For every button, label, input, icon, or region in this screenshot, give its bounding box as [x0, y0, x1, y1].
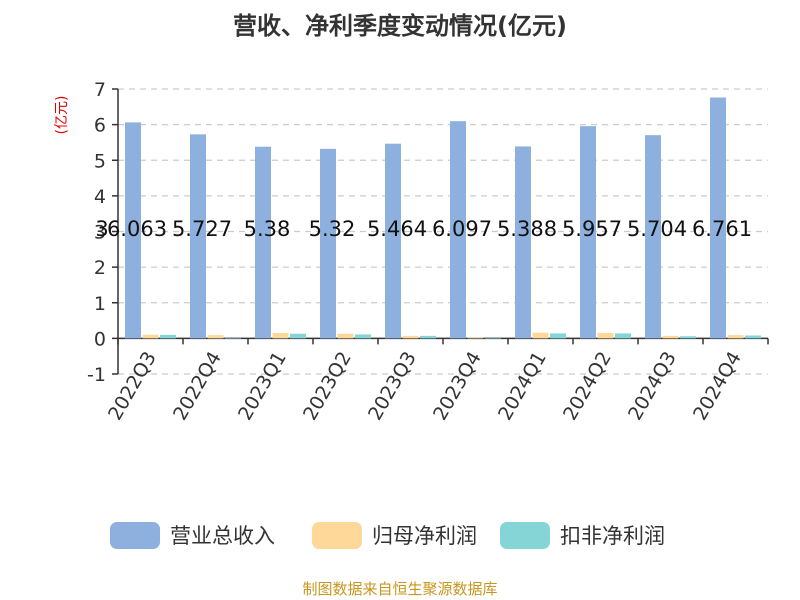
bar-1[interactable] [645, 135, 661, 339]
revenue-data-label: 5.32 [309, 217, 356, 241]
data-labels: 6.063 5.727 5.38 5.32 5.464 6.097 5.388 5.957 5.… [95, 217, 752, 241]
y-tick-label: 6 [94, 115, 106, 137]
bar-3[interactable] [745, 335, 761, 339]
x-tick-label: 2023Q1 [234, 348, 291, 424]
y-tick-label: 0 [94, 328, 106, 350]
revenue-data-label: 6.761 [692, 217, 752, 241]
y-tick-label: 4 [94, 186, 106, 208]
bar-3[interactable] [680, 336, 696, 339]
y-tick-label: 2 [94, 257, 106, 279]
bar-1[interactable] [580, 126, 596, 339]
y-tick-label: 7 [94, 79, 106, 101]
y-tick-label: -1 [87, 364, 106, 386]
bar-3[interactable] [550, 333, 566, 339]
bar-2[interactable] [532, 332, 549, 339]
x-tick-label: 2022Q4 [169, 348, 226, 424]
bar-3[interactable] [225, 338, 241, 339]
bar-3[interactable] [160, 334, 176, 339]
bar-3[interactable] [485, 338, 501, 339]
y-tick-label: 1 [94, 293, 106, 315]
legend-item-1[interactable]: 营业总收入 [110, 522, 275, 549]
bar-2[interactable] [727, 335, 744, 339]
x-tick-label: 2023Q4 [429, 348, 486, 424]
y-tick-label: 5 [94, 150, 106, 172]
y-tick-label: 3 [94, 222, 106, 244]
x-tick-label: 2024Q2 [559, 348, 616, 424]
legend-item-2[interactable]: 归母净利润 [312, 522, 477, 549]
legend-swatch [110, 522, 160, 549]
x-tick-label: 2024Q4 [689, 348, 746, 424]
chart-title: 营收、净利季度变动情况(亿元) [233, 12, 567, 40]
extra-data-label: 3 [95, 217, 108, 241]
bar-2[interactable] [597, 333, 614, 339]
x-tick-label: 2022Q3 [104, 348, 161, 424]
legend-label: 营业总收入 [170, 524, 275, 548]
bar-1[interactable] [320, 148, 336, 339]
revenue-data-label: 5.464 [367, 217, 427, 241]
legend-label: 扣非净利润 [560, 524, 665, 548]
bar-2[interactable] [337, 333, 354, 339]
bar-3[interactable] [615, 333, 631, 339]
bar-3[interactable] [355, 334, 371, 339]
x-tick-label: 2023Q3 [364, 348, 421, 424]
revenue-data-label: 5.957 [562, 217, 622, 241]
x-tick-label: 2023Q2 [299, 348, 356, 424]
legend[interactable]: 营业总收入 归母净利润 扣非净利润 [110, 522, 665, 549]
bar-2[interactable] [207, 335, 224, 339]
revenue-data-label: 5.38 [244, 217, 291, 241]
revenue-data-label: 5.704 [627, 217, 687, 241]
y-axis-label: (亿元) [54, 96, 70, 135]
bar-2[interactable] [467, 337, 484, 339]
bar-3[interactable] [290, 333, 306, 339]
source-note: 制图数据来自恒生聚源数据库 [302, 580, 497, 598]
legend-swatch [500, 522, 550, 549]
bar-2[interactable] [662, 335, 679, 339]
legend-item-3[interactable]: 扣非净利润 [500, 522, 665, 549]
bars [125, 97, 761, 339]
bar-1[interactable] [450, 121, 466, 339]
revenue-data-label: 5.388 [497, 217, 557, 241]
bar-1[interactable] [385, 143, 401, 339]
bar-1[interactable] [190, 134, 206, 339]
legend-swatch [312, 522, 362, 549]
bar-1[interactable] [255, 146, 271, 339]
bar-1[interactable] [710, 97, 726, 339]
bar-1[interactable] [125, 122, 141, 339]
bar-1[interactable] [515, 146, 531, 339]
x-tick-label: 2024Q1 [494, 348, 551, 424]
bar-3[interactable] [420, 335, 436, 339]
revenue-data-label: 6.097 [432, 217, 492, 241]
x-tick-label: 2024Q3 [624, 348, 681, 424]
bar-2[interactable] [272, 333, 289, 339]
bar-2[interactable] [402, 335, 419, 339]
bar-2[interactable] [142, 334, 159, 339]
axes: -1 0 1 2 3 4 5 6 7 2022Q3 2022Q4 2023Q1 2023Q2 2023Q3… [87, 79, 769, 424]
revenue-data-label: 5.727 [172, 217, 232, 241]
revenue-data-label: 6.063 [107, 217, 167, 241]
legend-label: 归母净利润 [372, 524, 477, 548]
